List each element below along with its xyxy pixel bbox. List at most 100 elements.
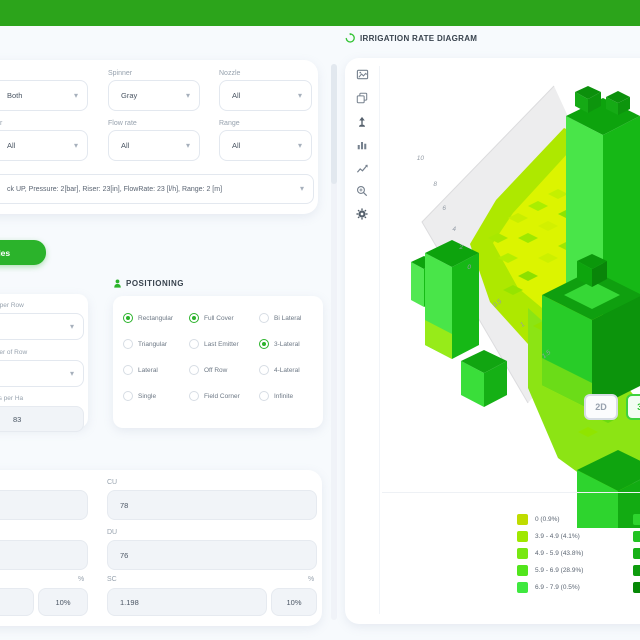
- radio-icon: [189, 313, 199, 323]
- flow-rate-select[interactable]: All: [108, 130, 200, 161]
- radio-bi-lateral[interactable]: Bi Lateral: [259, 313, 301, 323]
- left-percent-input[interactable]: 10%: [38, 588, 88, 616]
- emitters-per-ha-value: 83: [13, 414, 22, 424]
- top-navbar: [0, 0, 640, 26]
- legend-label: 5.9 - 6.9 (28.9%): [535, 567, 584, 574]
- left-stat-input-2[interactable]: [0, 540, 88, 570]
- radio-label: Bi Lateral: [274, 314, 302, 322]
- legend-item: 6.9 - 7.9 (0.5%): [517, 582, 580, 593]
- positioning-title: POSITIONING: [126, 279, 184, 288]
- radio-label: Single: [138, 392, 157, 400]
- right-percent-input[interactable]: 10%: [271, 588, 317, 616]
- view-3d-button[interactable]: 3D: [626, 394, 640, 420]
- spinner-value: Gray: [121, 91, 138, 100]
- z-tick: 8: [433, 181, 437, 188]
- radio-label: 4-Lateral: [274, 366, 300, 374]
- chevron-down-icon: [298, 92, 302, 100]
- legend-swatch: [517, 582, 528, 593]
- legend-swatch: [633, 582, 640, 593]
- riser-select[interactable]: All: [0, 130, 88, 161]
- radio-full-cover[interactable]: Full Cover: [189, 313, 234, 323]
- zoom-icon[interactable]: [354, 183, 370, 199]
- radio-label: Lateral: [138, 366, 158, 374]
- irrigation-3d-plot[interactable]: 10 8 6 4 2 0 0.5 1 1.5: [378, 58, 640, 528]
- radio-icon: [189, 365, 199, 375]
- du-value: 76: [120, 550, 129, 560]
- view-3d-label: 3D: [637, 402, 640, 412]
- radio-icon: [123, 365, 133, 375]
- nozzle-label: Nozzle: [219, 70, 241, 77]
- radio-single[interactable]: Single: [123, 391, 156, 401]
- legend-label: 0 (0.9%): [535, 516, 560, 523]
- du-input[interactable]: 76: [107, 540, 317, 570]
- sc-label: SC: [107, 576, 117, 583]
- radio-icon: [259, 339, 269, 349]
- range-select[interactable]: All: [219, 130, 312, 161]
- radio-last-emitter[interactable]: Last Emitter: [189, 339, 239, 349]
- range-label: Range: [219, 120, 240, 127]
- x-tick: 1: [519, 321, 526, 329]
- chevron-down-icon: [298, 142, 302, 150]
- left-percent-symbol: %: [78, 576, 85, 583]
- nozzle-select[interactable]: All: [219, 80, 312, 111]
- radio-label: Rectangular: [138, 314, 174, 322]
- radio-label: Triangular: [138, 340, 168, 348]
- legend-item-secondary: [633, 548, 640, 559]
- orientation-select[interactable]: Both: [0, 80, 88, 111]
- diagram-title: IRRIGATION RATE DIAGRAM: [360, 33, 478, 43]
- emitters-per-row-select[interactable]: [0, 313, 84, 340]
- view-2d-button[interactable]: 2D: [584, 394, 618, 420]
- x-tick: 0.5: [492, 298, 504, 309]
- left-stat-input-3[interactable]: [0, 588, 34, 616]
- legend-label: 4.9 - 5.9 (43.8%): [535, 550, 584, 557]
- legend-swatch: [633, 514, 640, 525]
- uniformity-card: % 10% CU 78 DU 76 SC % 1.198 10%: [0, 470, 322, 626]
- radio-icon: [259, 313, 269, 323]
- radio-off-row[interactable]: Off Row: [189, 365, 227, 375]
- radio-lateral[interactable]: Lateral: [123, 365, 158, 375]
- radio-infinite[interactable]: Infinite: [259, 391, 293, 401]
- radio-label: Full Cover: [204, 314, 234, 322]
- left-percent-value: 10%: [55, 597, 71, 607]
- z-tick: 10: [417, 155, 425, 162]
- copy-icon[interactable]: [354, 90, 370, 106]
- axis-ticks: 10 8 6 4 2 0 0.5 1 1.5: [417, 155, 553, 360]
- radio-3-lateral[interactable]: 3-Lateral: [259, 339, 300, 349]
- radio-triangular[interactable]: Triangular: [123, 339, 167, 349]
- bar-chart-icon[interactable]: [354, 137, 370, 153]
- legend-label: 6.9 - 7.9 (0.5%): [535, 584, 580, 591]
- legend-item: 3.9 - 4.9 (4.1%): [517, 531, 580, 542]
- range-value: All: [232, 141, 241, 150]
- spinner-select[interactable]: Gray: [108, 80, 200, 111]
- panel-scrollbar[interactable]: [331, 64, 337, 620]
- sc-value: 1.198: [120, 597, 139, 607]
- emitter-summary-select[interactable]: ck UP, Pressure: 2[bar], Riser: 23[in], …: [0, 174, 314, 204]
- number-of-row-label: Number of Row: [0, 349, 28, 356]
- tables-button[interactable]: Tables: [0, 240, 46, 265]
- settings-icon[interactable]: [354, 206, 370, 222]
- radio-label: Off Row: [204, 366, 228, 374]
- legend-swatch: [633, 548, 640, 559]
- legend-swatch: [517, 548, 528, 559]
- radio-field-corner[interactable]: Field Corner: [189, 391, 240, 401]
- sc-input[interactable]: 1.198: [107, 588, 267, 616]
- legend-item: 0 (0.9%): [517, 514, 560, 525]
- number-of-row-select[interactable]: [0, 360, 84, 387]
- export-image-icon[interactable]: [354, 66, 370, 82]
- toolbar-divider: [379, 66, 380, 614]
- positioning-person-icon: [114, 279, 121, 288]
- line-chart-icon[interactable]: [354, 160, 370, 176]
- cu-label: CU: [107, 479, 118, 486]
- emitter-summary-value: ck UP, Pressure: 2[bar], Riser: 23[in], …: [7, 185, 223, 193]
- left-stat-input-1[interactable]: [0, 490, 88, 520]
- du-label: DU: [107, 529, 118, 536]
- radio-rectangular[interactable]: Rectangular: [123, 313, 173, 323]
- cu-input[interactable]: 78: [107, 490, 317, 520]
- sprinkler-icon[interactable]: [354, 114, 370, 130]
- scrollbar-thumb[interactable]: [331, 64, 337, 184]
- radio-icon: [123, 391, 133, 401]
- radio-4-lateral[interactable]: 4-Lateral: [259, 365, 300, 375]
- flow-rate-label: Flow rate: [108, 120, 137, 127]
- view-2d-label: 2D: [595, 402, 607, 412]
- emitters-per-ha-input[interactable]: 83: [0, 406, 84, 432]
